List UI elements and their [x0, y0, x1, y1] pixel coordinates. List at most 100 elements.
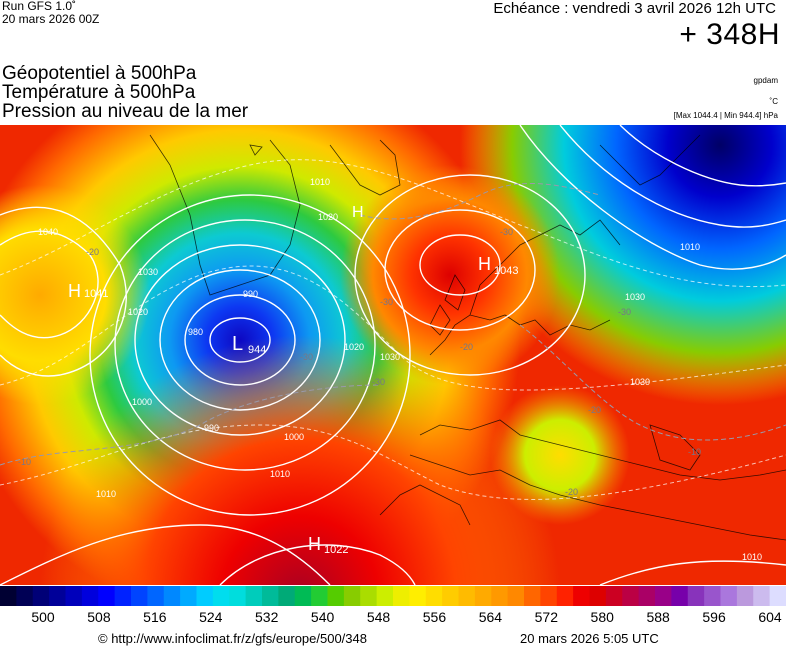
color-scale-swatch — [32, 586, 50, 606]
color-scale-swatch — [147, 586, 165, 606]
color-scale-swatch — [49, 586, 67, 606]
pressure-center-labels: L 944 H 1041 H 1043 H 1022 H — [68, 204, 518, 556]
layer-temperature: Température à 500hPa — [2, 82, 196, 103]
color-scale-swatch — [0, 586, 17, 606]
color-scale-swatch — [442, 586, 460, 606]
color-scale-swatch — [343, 586, 361, 606]
svg-text:1000: 1000 — [284, 432, 304, 442]
color-scale-tick: 564 — [478, 609, 503, 625]
svg-text:1000: 1000 — [132, 397, 152, 407]
color-scale-swatch — [114, 586, 132, 606]
temperature-isotherms — [0, 182, 786, 466]
color-scale-swatch — [196, 586, 214, 606]
unit-pressure-range: [Max 1044.4 | Min 944.4] hPa — [673, 111, 778, 120]
svg-text:H: H — [308, 534, 321, 554]
color-scale-swatch — [229, 586, 247, 606]
color-scale-swatch — [474, 586, 492, 606]
color-scale-tick: 524 — [199, 609, 223, 625]
color-scale-swatch — [278, 586, 296, 606]
color-scale-tick: 516 — [143, 609, 167, 625]
color-scale-swatch — [573, 586, 591, 606]
svg-text:-30: -30 — [500, 227, 513, 237]
svg-text:H: H — [478, 254, 491, 274]
color-scale-swatch — [524, 586, 541, 606]
color-scale-swatch — [556, 586, 574, 606]
svg-text:-10: -10 — [18, 457, 31, 467]
svg-text:990: 990 — [204, 423, 219, 433]
unit-geopotential: gpdam — [753, 76, 778, 85]
low-center-944: L 944 — [232, 333, 266, 356]
svg-text:1043: 1043 — [494, 265, 518, 277]
color-scale-swatch — [262, 586, 279, 606]
weather-map: L 944 H 1041 H 1043 H 1022 H 990 980 100… — [0, 125, 786, 585]
color-scale-swatch — [458, 586, 476, 606]
svg-text:980: 980 — [188, 327, 203, 337]
high-center-1041: H 1041 — [68, 281, 108, 301]
svg-text:944: 944 — [248, 344, 266, 356]
run-label: Run GFS 1.0˚ — [2, 0, 77, 13]
svg-text:-30: -30 — [380, 297, 393, 307]
color-scale-swatch — [655, 586, 672, 606]
color-scale-swatch — [409, 586, 427, 606]
source-url: © http://www.infoclimat.fr/z/gfs/europe/… — [98, 631, 367, 646]
svg-text:1020: 1020 — [344, 342, 364, 352]
color-scale-swatch — [507, 586, 525, 606]
color-scale-swatch — [360, 586, 378, 606]
color-scale-swatch — [294, 586, 312, 606]
svg-text:-20: -20 — [86, 247, 99, 257]
color-scale-swatch — [736, 586, 754, 606]
color-scale-swatch — [180, 586, 198, 606]
color-scale-tick: 556 — [422, 609, 447, 625]
svg-text:1010: 1010 — [742, 552, 762, 562]
color-scale-swatch — [245, 586, 263, 606]
svg-text:1041: 1041 — [84, 288, 108, 300]
color-scale-swatch — [687, 586, 705, 606]
forecast-horizon: + 348H — [679, 18, 780, 51]
svg-text:H: H — [68, 281, 81, 301]
svg-text:1030: 1030 — [625, 292, 645, 302]
svg-text:H: H — [352, 204, 364, 221]
high-center-north: H — [352, 204, 364, 221]
color-scale-ticks: 500 508 516 524 532 540 548 556 564 572 580 588 596 6… — [0, 609, 786, 627]
color-scale-swatch — [376, 586, 394, 606]
svg-text:1030: 1030 — [138, 267, 158, 277]
geopotential-contours — [0, 159, 786, 500]
color-scale-swatch — [131, 586, 148, 606]
isobars — [0, 125, 786, 585]
color-scale-tick: 540 — [310, 609, 335, 625]
color-scale-swatch — [98, 586, 116, 606]
svg-text:1030: 1030 — [380, 352, 400, 362]
color-scale-swatch — [311, 586, 329, 606]
run-date: 20 mars 2026 00Z — [2, 12, 100, 26]
color-scale-swatch — [753, 586, 771, 606]
layer-pressure: Pression au niveau de la mer — [2, 101, 249, 122]
color-scale-swatch — [605, 586, 623, 606]
color-scale-swatch — [720, 586, 738, 606]
svg-text:1010: 1010 — [270, 469, 290, 479]
color-scale-tick: 500 — [31, 609, 55, 625]
color-scale-swatch — [638, 586, 656, 606]
svg-text:-30: -30 — [618, 307, 631, 317]
color-scale-swatch — [671, 586, 689, 606]
color-scale-swatch — [16, 586, 34, 606]
color-scale-swatch — [622, 586, 640, 606]
svg-text:1040: 1040 — [38, 227, 58, 237]
isobar-value-labels: 990 980 1000 1010 1020 1030 1040 990 100… — [38, 177, 762, 562]
color-scale-swatch — [212, 586, 230, 606]
svg-text:1020: 1020 — [128, 307, 148, 317]
color-scale-tick: 596 — [702, 609, 726, 625]
color-scale-tick: 508 — [87, 609, 111, 625]
color-scale-swatch — [491, 586, 509, 606]
color-scale-swatch — [393, 586, 410, 606]
color-scale-swatch — [65, 586, 83, 606]
svg-text:1022: 1022 — [324, 544, 348, 556]
color-scale-swatch — [769, 586, 786, 606]
color-scale-tick: 588 — [646, 609, 670, 625]
svg-text:-30: -30 — [372, 377, 385, 387]
svg-text:-20: -20 — [588, 405, 601, 415]
high-center-1043: H 1043 — [478, 254, 518, 277]
svg-text:1020: 1020 — [318, 212, 338, 222]
layer-geopotential: Géopotentiel à 500hPa — [2, 63, 197, 84]
color-scale-tick: 604 — [758, 609, 782, 625]
color-scale-swatch — [589, 586, 607, 606]
